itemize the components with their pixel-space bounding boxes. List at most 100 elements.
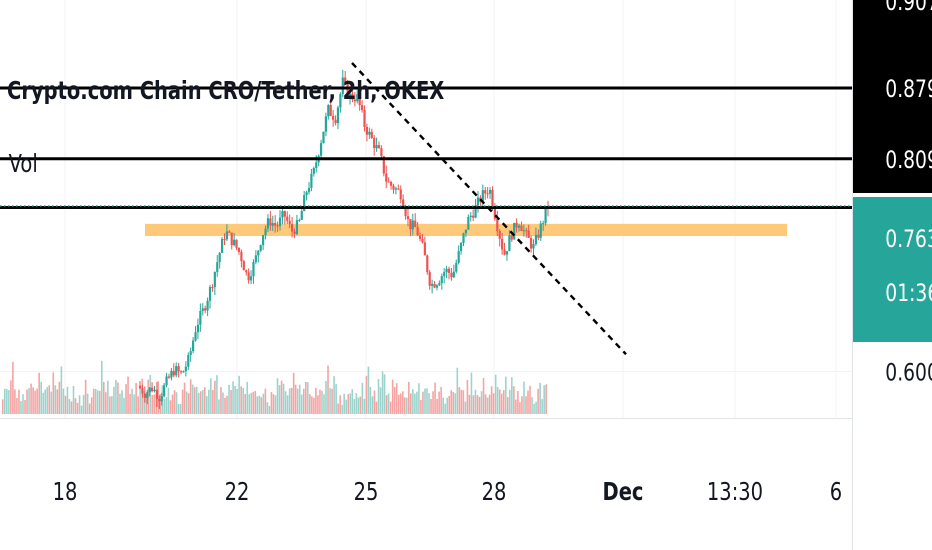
candle-body <box>223 239 226 241</box>
candle-body <box>389 181 393 186</box>
volume-bar <box>40 381 42 414</box>
volume-bar <box>337 403 339 414</box>
volume-bar <box>16 398 18 414</box>
volume-bar <box>111 396 113 414</box>
candle-body <box>179 371 183 373</box>
volume-bar <box>266 402 269 414</box>
volume-bar <box>345 399 347 414</box>
volume-bar <box>8 390 10 414</box>
volume-bar <box>216 375 218 414</box>
candle-body <box>334 119 337 124</box>
volume-bar <box>155 394 158 414</box>
volume-bar <box>502 390 505 414</box>
volume-bar <box>66 386 69 414</box>
volume-bar <box>10 380 12 414</box>
candle-body <box>370 131 373 139</box>
volume-bar <box>169 400 172 414</box>
volume-bar <box>242 387 244 414</box>
volume-bar <box>464 401 467 414</box>
volume-bar <box>167 387 170 414</box>
candle-body <box>351 93 354 100</box>
volume-bar <box>197 392 200 414</box>
volume-bar <box>74 398 77 414</box>
volume-bar <box>359 396 362 414</box>
candle-body <box>416 227 419 236</box>
current-price-box <box>853 197 932 342</box>
volume-bar <box>420 399 422 414</box>
volume-bar <box>52 372 55 414</box>
candle-body <box>353 99 356 102</box>
candle-body <box>194 332 197 341</box>
candle-body <box>522 230 525 232</box>
volume-bar <box>183 382 186 414</box>
candle-body <box>170 370 173 378</box>
volume-bar <box>315 387 317 414</box>
volume-bar <box>107 380 109 414</box>
volume-bar <box>391 379 394 414</box>
candle-body <box>312 168 315 174</box>
volume-bar <box>278 385 281 414</box>
candle-body <box>146 392 149 398</box>
candle-body <box>464 229 468 234</box>
candle-body <box>274 223 277 226</box>
candle-body <box>196 324 200 333</box>
volume-bar <box>165 397 168 414</box>
volume-bar <box>133 394 135 414</box>
volume-bar <box>46 387 49 414</box>
candle-body <box>426 255 429 273</box>
candle-body <box>237 247 241 252</box>
volume-bar <box>454 393 457 414</box>
candle-body <box>520 225 523 231</box>
volume-bar <box>511 377 513 414</box>
candle-body <box>307 188 311 193</box>
candle-body <box>143 393 146 398</box>
volume-bar <box>44 389 47 414</box>
volume-bar <box>492 393 495 414</box>
volume-bar <box>42 392 44 414</box>
volume-bar <box>226 395 228 414</box>
candle-body <box>344 77 347 82</box>
volume-bar <box>201 389 204 414</box>
volume-bar <box>521 396 523 414</box>
volume-bar <box>143 390 145 414</box>
volume-bar <box>397 394 400 414</box>
volume-label: Vol <box>9 150 38 179</box>
volume-bar <box>440 386 442 414</box>
volume-bar <box>539 382 541 414</box>
volume-bar <box>401 391 404 414</box>
candle-body <box>435 285 439 288</box>
candle-body <box>399 189 402 200</box>
volume-bar <box>430 398 432 414</box>
volume-bar <box>12 362 14 414</box>
volume-bar <box>381 371 384 414</box>
volume-bar <box>244 393 246 414</box>
volume-bar <box>375 401 378 414</box>
candle-body <box>153 389 156 392</box>
trend-line <box>351 62 627 356</box>
volume-bar <box>496 386 499 414</box>
volume-bar <box>80 405 83 414</box>
candle-body <box>189 351 192 356</box>
candle-body <box>513 222 516 240</box>
candle-body <box>276 225 279 227</box>
volume-bar <box>14 389 16 414</box>
candle-body <box>537 234 540 238</box>
candle-body <box>418 235 422 239</box>
candle-body <box>375 145 378 149</box>
volume-bar <box>4 388 6 414</box>
volume-bar <box>472 395 475 414</box>
volume-bar <box>127 376 129 414</box>
volume-bar <box>436 398 438 414</box>
time-tick-label: 22 <box>225 478 250 507</box>
volume-bar <box>498 389 501 414</box>
volume-bar <box>236 388 238 414</box>
volume-bar <box>64 395 67 414</box>
candle-body <box>414 220 417 228</box>
candle-body <box>167 376 171 378</box>
volume-bar <box>456 367 459 414</box>
volume-bar <box>294 384 297 414</box>
candle-body <box>443 272 446 277</box>
volume-bar <box>341 404 343 414</box>
volume-bar <box>517 391 519 414</box>
